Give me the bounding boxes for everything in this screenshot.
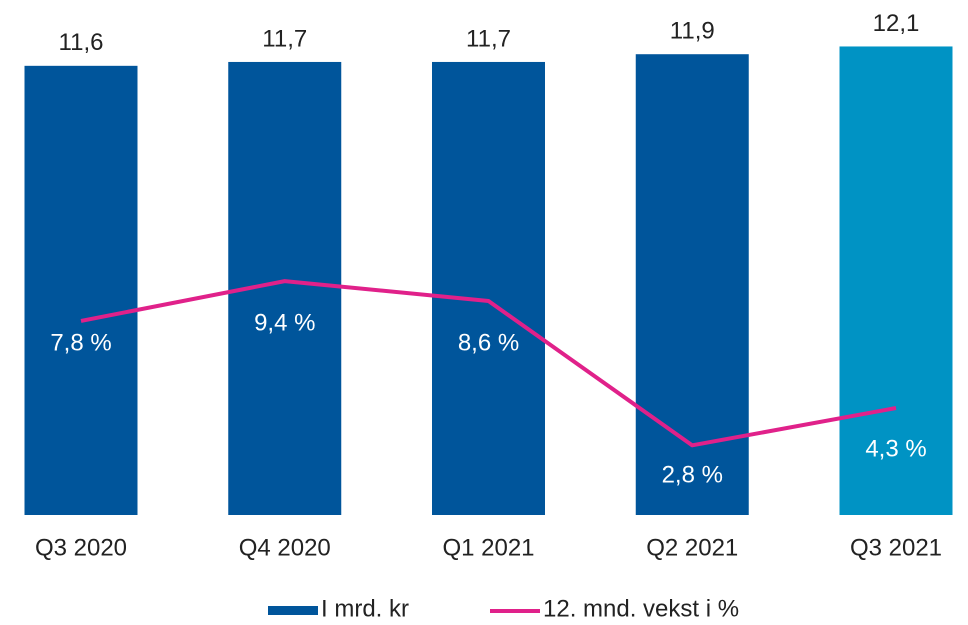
- x-tick-label: Q3 2021: [850, 534, 942, 561]
- bar-value-label: 11,6: [59, 29, 104, 56]
- legend-swatch: [268, 606, 318, 615]
- bar-value-label: 12,1: [873, 10, 920, 37]
- line-value-label: 4,3 %: [865, 435, 926, 462]
- x-tick-label: Q3 2020: [35, 534, 127, 561]
- bar: [839, 46, 953, 516]
- legend-label: I mrd. kr: [321, 595, 409, 622]
- bar-value-label: 11,7: [262, 25, 307, 52]
- line-value-label: 7,8 %: [50, 329, 111, 356]
- line-value-label: 9,4 %: [254, 309, 315, 336]
- bar: [24, 65, 138, 516]
- line-value-label: 2,8 %: [662, 462, 723, 489]
- line-value-label: 8,6 %: [458, 329, 519, 356]
- x-tick-label: Q1 2021: [442, 534, 534, 561]
- bar-value-label: 11,7: [466, 25, 511, 52]
- x-tick-label: Q2 2021: [646, 534, 738, 561]
- line: [80, 279, 897, 448]
- legend-label: 12. mnd. vekst i %: [543, 595, 739, 622]
- bar: [432, 61, 545, 515]
- bar-value-label: 11,9: [670, 18, 715, 45]
- x-tick-label: Q4 2020: [239, 534, 331, 561]
